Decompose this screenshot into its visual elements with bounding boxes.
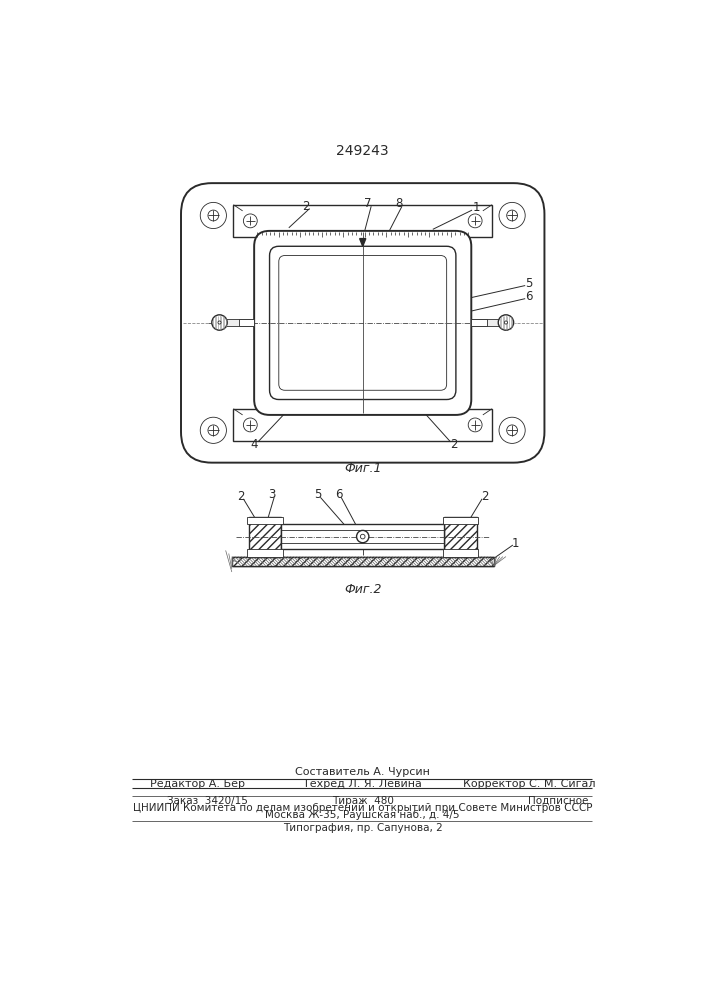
Text: 6: 6 — [525, 290, 533, 303]
Circle shape — [361, 534, 365, 539]
Text: 8: 8 — [395, 197, 402, 210]
Circle shape — [468, 418, 482, 432]
FancyBboxPatch shape — [181, 183, 544, 463]
Text: 4: 4 — [250, 438, 258, 451]
Text: 2: 2 — [450, 438, 458, 451]
Text: Фиг.1: Фиг.1 — [344, 462, 382, 475]
Text: 1: 1 — [473, 201, 481, 214]
Bar — [281, 524, 444, 549]
Circle shape — [212, 315, 227, 330]
Text: 3: 3 — [268, 488, 276, 501]
FancyBboxPatch shape — [279, 256, 447, 390]
Text: Москва Ж-35, Раушская наб., д. 4/5: Москва Ж-35, Раушская наб., д. 4/5 — [265, 810, 460, 820]
Text: Техред Л. Я. Левина: Техред Л. Я. Левина — [303, 779, 422, 789]
Circle shape — [208, 210, 218, 221]
Circle shape — [504, 321, 508, 324]
Bar — [444, 517, 477, 557]
Text: 7: 7 — [364, 197, 372, 210]
Text: Редактор А. Бер: Редактор А. Бер — [151, 779, 245, 789]
Bar — [443, 549, 478, 557]
Text: 6: 6 — [335, 488, 343, 501]
Text: Фиг.2: Фиг.2 — [344, 583, 382, 596]
Bar — [249, 517, 281, 557]
FancyBboxPatch shape — [269, 246, 456, 400]
Text: 2: 2 — [238, 490, 245, 503]
Bar — [472, 319, 486, 326]
Text: 2: 2 — [481, 490, 488, 503]
Circle shape — [507, 210, 518, 221]
Text: 1: 1 — [511, 537, 519, 550]
FancyBboxPatch shape — [254, 231, 472, 415]
Text: 5: 5 — [315, 488, 322, 501]
Text: ЦНИИПИ Комитета по делам изобретений и открытий при Совете Министров СССР: ЦНИИПИ Комитета по делам изобретений и о… — [133, 803, 592, 813]
Circle shape — [507, 425, 518, 436]
Text: 249243: 249243 — [337, 144, 389, 158]
Circle shape — [200, 202, 226, 229]
Circle shape — [208, 425, 218, 436]
Text: 2: 2 — [302, 200, 310, 213]
Circle shape — [200, 417, 226, 443]
Bar — [232, 557, 493, 566]
Circle shape — [468, 214, 482, 228]
Bar — [233, 409, 492, 441]
Bar — [219, 319, 254, 326]
Circle shape — [243, 214, 257, 228]
Circle shape — [499, 417, 525, 443]
Bar — [247, 517, 283, 524]
Bar — [233, 205, 492, 237]
Polygon shape — [360, 239, 366, 246]
Text: Корректор С. М. Сигал: Корректор С. М. Сигал — [463, 779, 595, 789]
Bar — [247, 549, 283, 557]
Text: Типография, пр. Сапунова, 2: Типография, пр. Сапунова, 2 — [283, 823, 443, 833]
Circle shape — [243, 418, 257, 432]
Text: Заказ  3420/15: Заказ 3420/15 — [167, 796, 248, 806]
Bar — [232, 557, 493, 566]
Bar — [472, 319, 506, 326]
Text: 5: 5 — [525, 277, 533, 290]
Circle shape — [356, 530, 369, 543]
Circle shape — [499, 202, 525, 229]
Bar — [239, 319, 254, 326]
Circle shape — [218, 321, 221, 324]
Bar — [443, 517, 478, 524]
Circle shape — [498, 315, 514, 330]
Text: Составитель А. Чурсин: Составитель А. Чурсин — [296, 767, 430, 777]
Text: Подписное: Подписное — [528, 796, 588, 806]
Text: Тираж  480: Тираж 480 — [332, 796, 394, 806]
